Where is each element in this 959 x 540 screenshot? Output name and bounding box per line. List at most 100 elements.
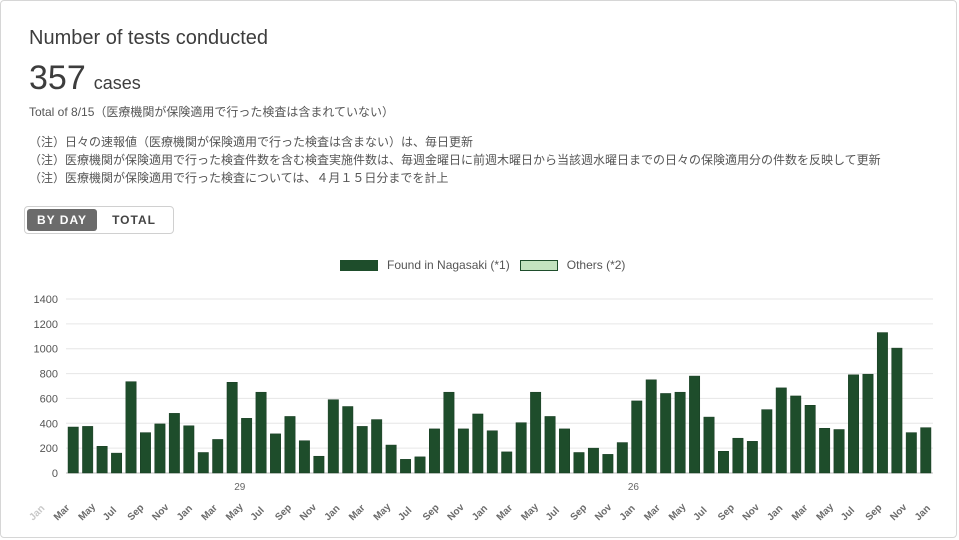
bar-found bbox=[486, 430, 498, 474]
x-tick-label: Mar bbox=[790, 503, 810, 523]
legend-swatch-found[interactable] bbox=[340, 259, 378, 271]
bar-found bbox=[819, 428, 831, 474]
x-tick-label: May bbox=[224, 501, 246, 523]
bar-found bbox=[891, 347, 903, 474]
bar-found bbox=[298, 440, 310, 474]
view-toggle: BY DAY TOTAL bbox=[24, 206, 174, 234]
x-tick-label: Jan bbox=[27, 503, 47, 523]
bar-found bbox=[790, 395, 802, 474]
bar-found bbox=[327, 399, 339, 474]
bar-found bbox=[212, 439, 224, 474]
bar-found bbox=[140, 432, 151, 474]
bar-found bbox=[530, 391, 542, 474]
bar-found bbox=[183, 425, 195, 474]
x-tick-label: Jul bbox=[839, 505, 857, 523]
x-tick-label: Jan bbox=[913, 503, 933, 523]
bar-found bbox=[125, 381, 137, 474]
by-day-button[interactable]: BY DAY bbox=[27, 209, 98, 231]
bar-found bbox=[197, 452, 209, 474]
note-line: （注）日々の速報値（医療機関が保険適用で行った検査は含まない）は、毎日更新 bbox=[29, 135, 474, 149]
bar-found bbox=[876, 332, 888, 474]
bar-found bbox=[443, 391, 455, 474]
x-tick-label: Sep bbox=[421, 502, 442, 523]
bar-found bbox=[674, 391, 686, 474]
total-count: 357 cases bbox=[29, 59, 141, 98]
bar-found bbox=[544, 416, 556, 474]
x-tick-label: Jan bbox=[323, 503, 343, 523]
bar-found bbox=[356, 426, 368, 474]
y-tick-label: 0 bbox=[52, 468, 58, 480]
card-title: Number of tests conducted bbox=[29, 27, 269, 49]
x-tick-label: Jul bbox=[101, 505, 119, 523]
bar-found bbox=[270, 433, 281, 474]
bar-found bbox=[371, 419, 383, 474]
bar-found bbox=[400, 459, 412, 474]
bar-found bbox=[602, 454, 614, 474]
total-button[interactable]: TOTAL bbox=[112, 213, 156, 227]
bar-found bbox=[573, 452, 585, 474]
notes: （注）日々の速報値（医療機関が保険適用で行った検査は含まない）は、毎日更新 （注… bbox=[29, 133, 881, 187]
y-tick-label: 1200 bbox=[34, 319, 58, 331]
x-tick-label: Mar bbox=[200, 503, 220, 523]
bar-found bbox=[848, 374, 859, 474]
bar-found bbox=[342, 406, 354, 474]
x-tick-label: Sep bbox=[569, 502, 590, 523]
bar-found bbox=[587, 447, 599, 474]
x-tick-label: Jan bbox=[175, 503, 195, 523]
x-tick-label: Jul bbox=[396, 505, 414, 523]
bar-found bbox=[414, 456, 426, 474]
x-tick-label: May bbox=[372, 501, 394, 523]
bar-found bbox=[746, 441, 758, 474]
bar-found bbox=[631, 400, 643, 474]
bar-found bbox=[732, 437, 744, 474]
bar-found bbox=[616, 442, 628, 474]
x-tick-label: Sep bbox=[126, 502, 147, 523]
bar-found bbox=[67, 426, 79, 474]
bar-found bbox=[255, 391, 267, 474]
bar-found bbox=[833, 429, 845, 474]
bar-found bbox=[501, 451, 513, 474]
x-tick-label: Jul bbox=[692, 505, 710, 523]
bar-found bbox=[804, 405, 816, 474]
x-tick-label: Jul bbox=[249, 505, 267, 523]
bar-found bbox=[761, 409, 773, 474]
x-tick-label: Mar bbox=[347, 503, 367, 523]
bar-found bbox=[168, 413, 180, 474]
x-tick-label: May bbox=[77, 501, 99, 523]
bar-found bbox=[862, 373, 874, 474]
bar-found bbox=[472, 413, 484, 474]
total-subtitle: Total of 8/15（医療機関が保険適用で行った検査は含まれていない） bbox=[29, 105, 395, 119]
x-tick-label: May bbox=[667, 501, 689, 523]
x-sub-label: 26 bbox=[628, 482, 640, 493]
x-tick-label: Mar bbox=[495, 503, 515, 523]
x-tick-label: Nov bbox=[150, 502, 171, 523]
bar-found bbox=[775, 387, 787, 474]
y-tick-label: 200 bbox=[40, 443, 58, 455]
bar-found bbox=[703, 416, 715, 474]
bar-found bbox=[515, 422, 527, 474]
bar-found bbox=[718, 451, 729, 474]
y-tick-label: 600 bbox=[40, 393, 58, 405]
bar-found bbox=[920, 427, 932, 474]
x-tick-label: Sep bbox=[273, 502, 294, 523]
bar-found bbox=[905, 432, 917, 474]
bar-found bbox=[429, 428, 440, 474]
bar-found bbox=[226, 382, 238, 474]
x-sub-label: 29 bbox=[234, 482, 246, 493]
y-tick-label: 1000 bbox=[34, 344, 58, 356]
x-tick-label: Jan bbox=[765, 503, 785, 523]
bar-found bbox=[82, 426, 94, 474]
x-tick-label: Sep bbox=[864, 502, 885, 523]
total-value: 357 bbox=[29, 59, 86, 97]
bar-found bbox=[559, 428, 570, 474]
x-tick-label: Nov bbox=[593, 502, 614, 523]
x-tick-label: Sep bbox=[716, 502, 737, 523]
y-tick-label: 800 bbox=[40, 369, 58, 381]
legend-label-found: Found in Nagasaki (*1) bbox=[387, 258, 510, 272]
legend-swatch-others[interactable] bbox=[519, 259, 558, 271]
total-unit: cases bbox=[93, 73, 141, 93]
bar-found bbox=[689, 375, 701, 474]
bar-found bbox=[241, 418, 253, 474]
